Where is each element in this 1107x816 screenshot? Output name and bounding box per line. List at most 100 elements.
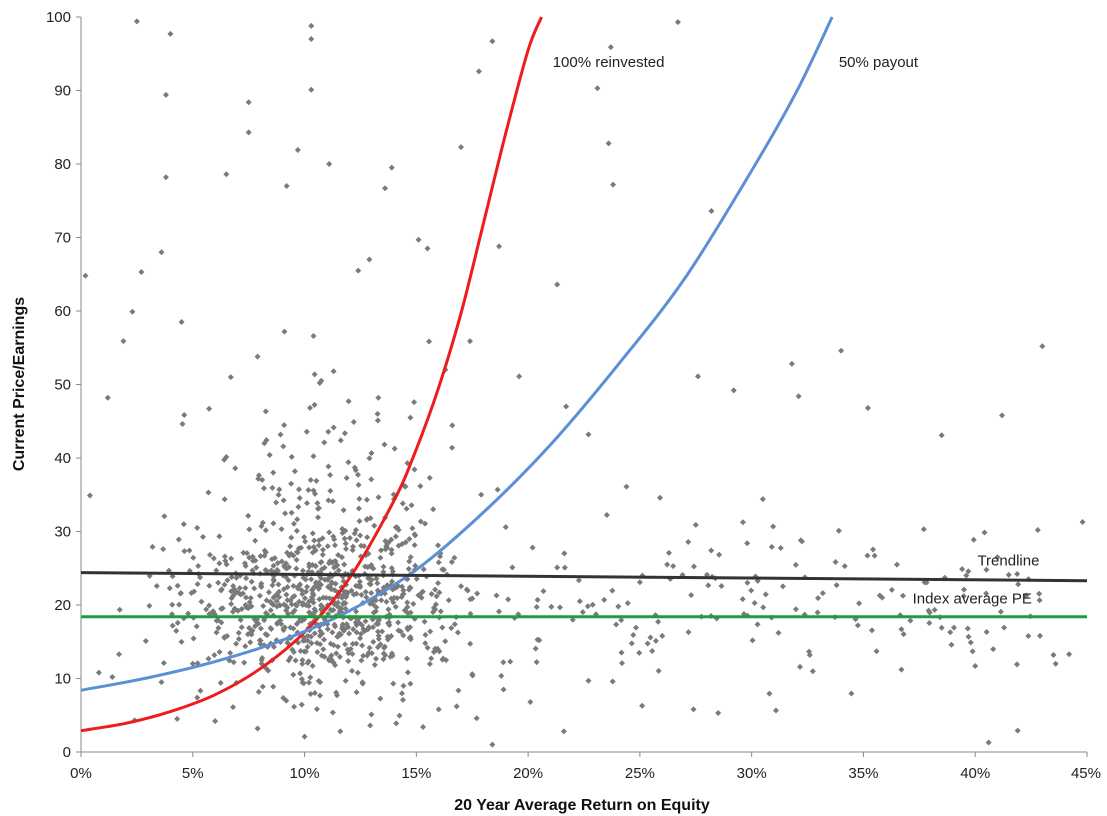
scatter-point (585, 678, 591, 684)
scatter-point (341, 507, 347, 513)
scatter-point (242, 585, 248, 591)
scatter-point (375, 411, 381, 417)
scatter-point (770, 523, 776, 529)
scatter-point (417, 483, 423, 489)
x-axis-title: 20 Year Average Return on Equity (454, 797, 710, 814)
scatter-point (297, 670, 303, 676)
scatter-point (310, 530, 316, 536)
scatter-point (314, 706, 320, 712)
scatter-point (939, 625, 945, 631)
scatter-point (894, 562, 900, 568)
scatter-point (1014, 571, 1020, 577)
scatter-point (404, 656, 410, 662)
scatter-point (848, 691, 854, 697)
scatter-point (405, 669, 411, 675)
scatter-point (315, 514, 321, 520)
scatter-point (292, 468, 298, 474)
scatter-point (233, 641, 239, 647)
scatter-point (601, 597, 607, 603)
scatter-point (561, 728, 567, 734)
scatter-point (252, 538, 258, 544)
scatter-point (610, 679, 616, 685)
scatter-point (330, 498, 336, 504)
scatter-point (278, 432, 284, 438)
scatter-point (374, 580, 380, 586)
scatter-point (160, 546, 166, 552)
scatter-point (283, 592, 289, 598)
annotations: 100% reinvested 50% payoutTrendlineIndex … (553, 54, 1040, 608)
scatter-point (255, 725, 261, 731)
scatter-point (325, 626, 331, 632)
scatter-point (368, 711, 374, 717)
scatter-point (270, 520, 276, 526)
scatter-point (308, 23, 314, 29)
scatter-point (191, 636, 197, 642)
scatter-point (288, 535, 294, 541)
scatter-point (478, 492, 484, 498)
scatter-point (129, 309, 135, 315)
scatter-point (439, 625, 445, 631)
scatter-point (870, 546, 876, 552)
scatter-point (509, 564, 515, 570)
scatter-point (211, 652, 217, 658)
scatter-point (247, 639, 253, 645)
scatter-point (1037, 633, 1043, 639)
scatter-point (750, 637, 756, 643)
scatter-point (554, 282, 560, 288)
scatter-point (366, 455, 372, 461)
scatter-point (1035, 527, 1041, 533)
scatter-point (489, 742, 495, 748)
scatter-point (218, 680, 224, 686)
scatter-point (245, 513, 251, 519)
scatter-point (176, 536, 182, 542)
scatter-point (966, 634, 972, 640)
scatter-point (281, 422, 287, 428)
scatter-point (580, 609, 586, 615)
scatter-point (926, 620, 932, 626)
scatter-point (500, 659, 506, 665)
x-axis-ticks: 0% 5% 10% 15% 20% 25% 30% 35% 40% 45% (70, 752, 1101, 782)
scatter-point (731, 387, 737, 393)
scatter-point (217, 649, 223, 655)
scatter-point (864, 553, 870, 559)
scatter-point (449, 445, 455, 451)
scatter-point (227, 650, 233, 656)
scatter-point (385, 606, 391, 612)
scatter-point (242, 643, 248, 649)
scatter-point (563, 404, 569, 410)
scatter-point (138, 269, 144, 275)
scatter-point (120, 338, 126, 344)
scatter-point (760, 496, 766, 502)
scatter-point (534, 659, 540, 665)
scatter-point (350, 641, 356, 647)
scatter-point (357, 635, 363, 641)
scatter-point (368, 590, 374, 596)
scatter-point (372, 662, 378, 668)
scatter-point (284, 183, 290, 189)
scatter-point (467, 641, 473, 647)
scatter-point (287, 543, 293, 549)
scatter-point (216, 533, 222, 539)
scatter-point (820, 590, 826, 596)
scatter-point (351, 419, 357, 425)
scatter-point (325, 429, 331, 435)
scatter-point (223, 171, 229, 177)
scatter-point (740, 519, 746, 525)
scatter-point (291, 521, 297, 527)
scatter-point (971, 537, 977, 543)
scatter-point (345, 459, 351, 465)
scatter-point (865, 405, 871, 411)
scatter-point (557, 604, 563, 610)
scatter-point (534, 604, 540, 610)
scatter-point (501, 687, 507, 693)
scatter-point (246, 129, 252, 135)
scatter-point (154, 583, 160, 589)
scatter-point (613, 621, 619, 627)
scatter-point (326, 529, 332, 535)
scatter-point (246, 99, 252, 105)
scatter-point (346, 398, 352, 404)
scatter-point (775, 630, 781, 636)
scatter-point (281, 497, 287, 503)
scatter-point (317, 693, 323, 699)
scatter-point (146, 603, 152, 609)
